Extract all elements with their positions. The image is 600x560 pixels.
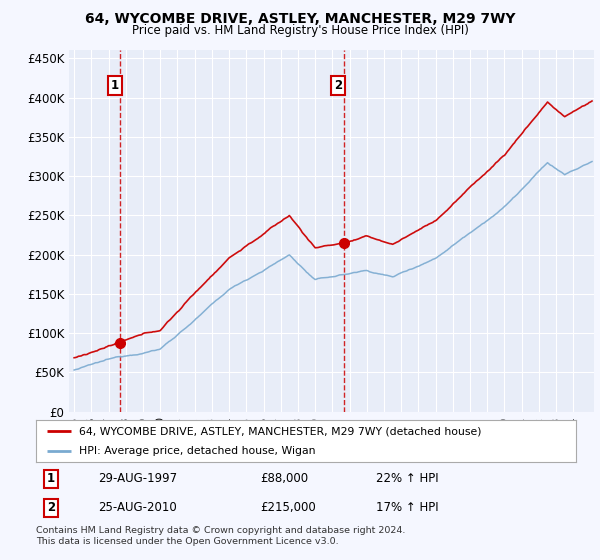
- Text: 22% ↑ HPI: 22% ↑ HPI: [376, 472, 439, 486]
- Text: 64, WYCOMBE DRIVE, ASTLEY, MANCHESTER, M29 7WY: 64, WYCOMBE DRIVE, ASTLEY, MANCHESTER, M…: [85, 12, 515, 26]
- Text: 17% ↑ HPI: 17% ↑ HPI: [376, 501, 439, 515]
- Text: 1: 1: [47, 472, 55, 486]
- Text: 1: 1: [111, 79, 119, 92]
- Text: £215,000: £215,000: [260, 501, 316, 515]
- Text: 64, WYCOMBE DRIVE, ASTLEY, MANCHESTER, M29 7WY (detached house): 64, WYCOMBE DRIVE, ASTLEY, MANCHESTER, M…: [79, 426, 482, 436]
- Text: Price paid vs. HM Land Registry's House Price Index (HPI): Price paid vs. HM Land Registry's House …: [131, 24, 469, 36]
- Text: 25-AUG-2010: 25-AUG-2010: [98, 501, 177, 515]
- Text: 2: 2: [334, 79, 343, 92]
- Text: 29-AUG-1997: 29-AUG-1997: [98, 472, 177, 486]
- Text: HPI: Average price, detached house, Wigan: HPI: Average price, detached house, Wiga…: [79, 446, 316, 456]
- Text: Contains HM Land Registry data © Crown copyright and database right 2024.
This d: Contains HM Land Registry data © Crown c…: [36, 526, 406, 546]
- Text: 2: 2: [47, 501, 55, 515]
- Text: £88,000: £88,000: [260, 472, 308, 486]
